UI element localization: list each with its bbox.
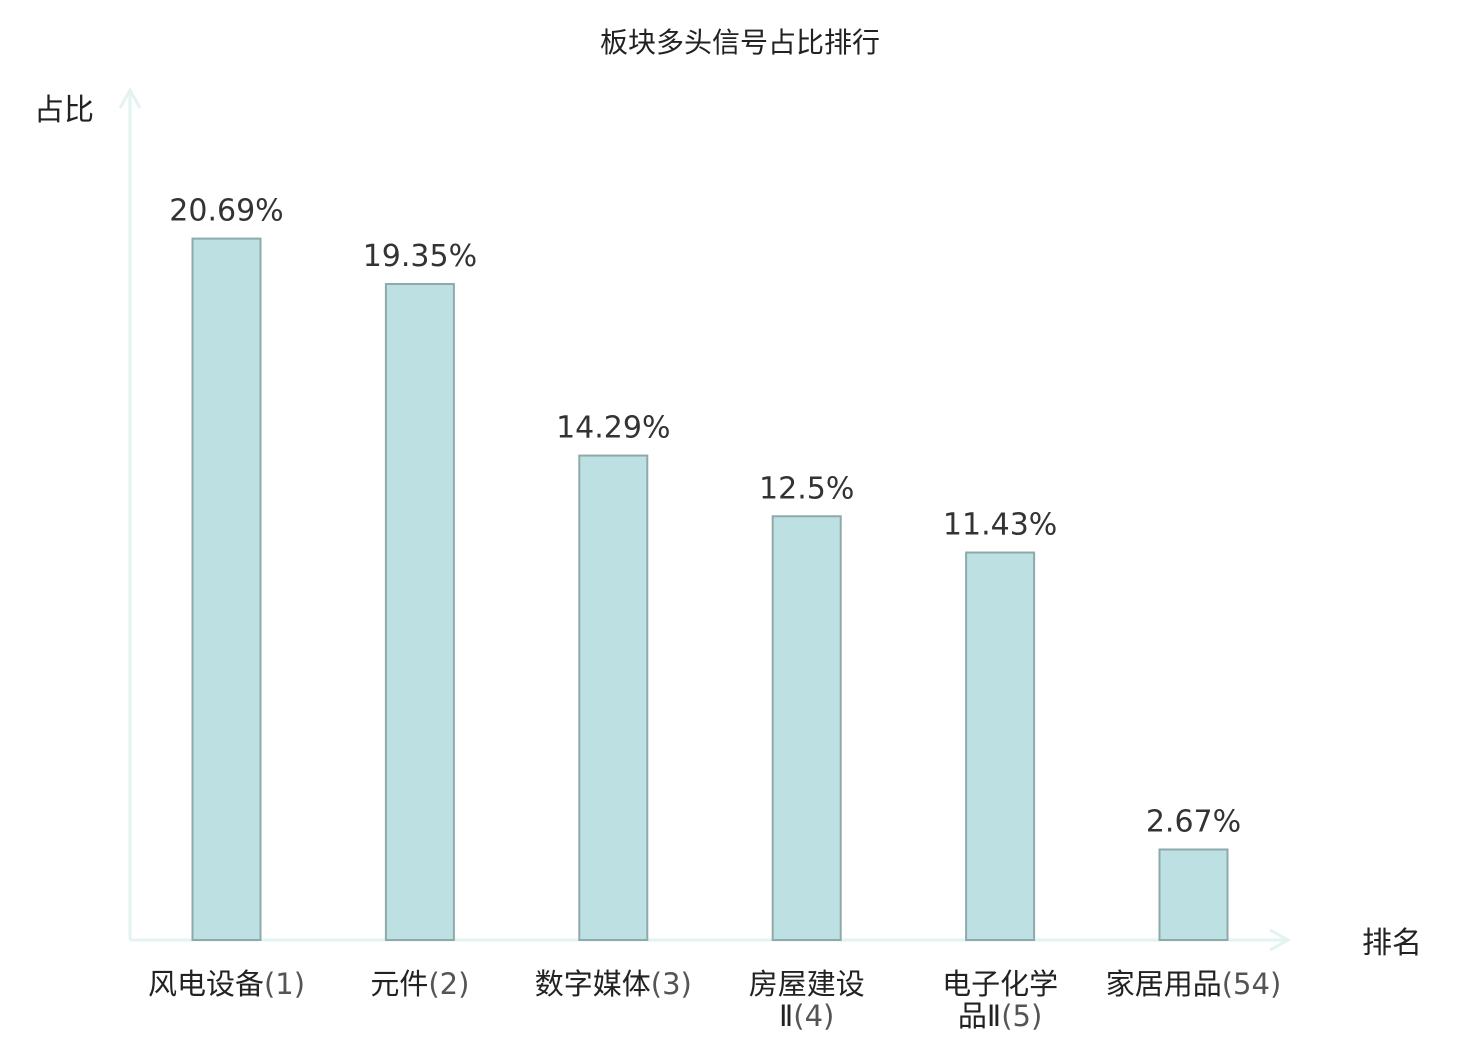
svg-text:数字媒体(3): 数字媒体(3) — [535, 967, 692, 1001]
value-label: 11.43% — [943, 508, 1057, 543]
bar — [965, 551, 1036, 941]
value-label: 19.35% — [363, 239, 477, 274]
x-tick-label: 风电设备(1) — [148, 967, 305, 1001]
svg-text:品Ⅱ(5): 品Ⅱ(5) — [958, 999, 1042, 1033]
svg-text:元件(2): 元件(2) — [370, 967, 469, 1001]
bar — [578, 454, 649, 941]
y-axis-arrow-icon — [118, 86, 142, 109]
value-label: 2.67% — [1146, 804, 1241, 839]
svg-text:房屋建设: 房屋建设 — [749, 967, 865, 1001]
x-axis-title: 排名 — [1362, 926, 1422, 961]
x-axis: 排名 — [130, 926, 1422, 961]
bar-series — [191, 237, 1229, 942]
svg-text:Ⅱ(4): Ⅱ(4) — [779, 999, 834, 1033]
chart-title: 板块多头信号占比排行 — [600, 26, 880, 59]
svg-text:风电设备(1): 风电设备(1) — [148, 967, 305, 1001]
x-axis-arrow-icon — [1269, 928, 1292, 952]
bar — [191, 237, 262, 941]
y-axis-title: 占比 — [34, 93, 94, 128]
x-tick-label: 元件(2) — [370, 967, 469, 1001]
bar — [771, 515, 842, 941]
bar — [384, 283, 455, 942]
value-labels: 20.69% 19.35% 14.29% 12.5% 11.43% 2.67% — [169, 194, 1241, 840]
value-label: 12.5% — [759, 471, 854, 506]
bar — [1158, 848, 1229, 941]
y-axis: 占比 — [34, 86, 142, 940]
x-tick-label: 家居用品(54) — [1106, 967, 1282, 1001]
svg-text:电子化学: 电子化学 — [942, 967, 1058, 1001]
svg-text:家居用品(54): 家居用品(54) — [1106, 967, 1282, 1001]
x-tick-label: 数字媒体(3) — [535, 967, 692, 1001]
value-label: 14.29% — [556, 411, 670, 446]
value-label: 20.69% — [169, 194, 283, 229]
